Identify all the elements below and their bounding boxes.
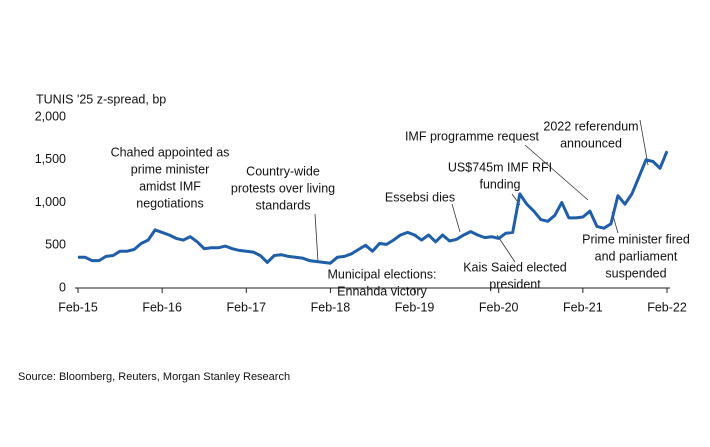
annotation: Chahed appointed as <box>111 145 230 159</box>
annotation: Country-wide <box>246 164 320 178</box>
y-tick-label: 0 <box>59 280 66 294</box>
x-tick-label: Feb-16 <box>142 300 182 314</box>
x-tick-label: Feb-17 <box>226 300 266 314</box>
annotation: announced <box>560 136 622 150</box>
leader-line <box>524 144 589 201</box>
annotation: Municipal elections: <box>327 267 436 281</box>
x-tick-label: Feb-20 <box>479 300 519 314</box>
annotation: and parliament <box>595 249 678 263</box>
y-tick-label: 1,000 <box>35 195 66 209</box>
annotation: protests over living <box>231 181 335 195</box>
annotation: amidst IMF <box>139 179 201 193</box>
annotation: Essebsi dies <box>385 190 455 204</box>
leader-line <box>314 213 319 263</box>
y-axis-label: TUNIS '25 z-spread, bp <box>36 92 166 106</box>
leader-line <box>639 119 649 166</box>
y-tick-label: 2,000 <box>35 109 66 123</box>
x-tick-label: Feb-21 <box>563 300 603 314</box>
annotation: suspended <box>605 266 666 280</box>
x-tick-label: Feb-19 <box>395 300 435 314</box>
x-tick-label: Feb-22 <box>647 300 687 314</box>
data-line <box>78 150 669 265</box>
annotation: negotiations <box>136 196 203 210</box>
leader-line <box>496 234 516 263</box>
annotation: 2022 referendum <box>543 119 638 133</box>
x-tick-label: Feb-15 <box>58 300 98 314</box>
annotation: Ennahda victory <box>337 284 427 298</box>
y-tick-label: 1,500 <box>35 152 66 166</box>
annotation: IMF programme request <box>405 129 540 143</box>
annotation: president <box>489 277 541 291</box>
leader-line <box>451 203 461 233</box>
annotation: Kais Saied elected <box>463 260 567 274</box>
y-tick-label: 500 <box>45 238 66 252</box>
annotation: prime minister <box>131 162 210 176</box>
annotation: US$745m IMF RFI <box>448 160 552 174</box>
annotation: funding <box>479 177 520 191</box>
source-note: Source: Bloomberg, Reuters, Morgan Stanl… <box>18 371 290 383</box>
x-tick-label: Feb-18 <box>311 300 351 314</box>
annotation: standards <box>256 198 311 212</box>
annotation: Prime minister fired <box>582 232 690 246</box>
